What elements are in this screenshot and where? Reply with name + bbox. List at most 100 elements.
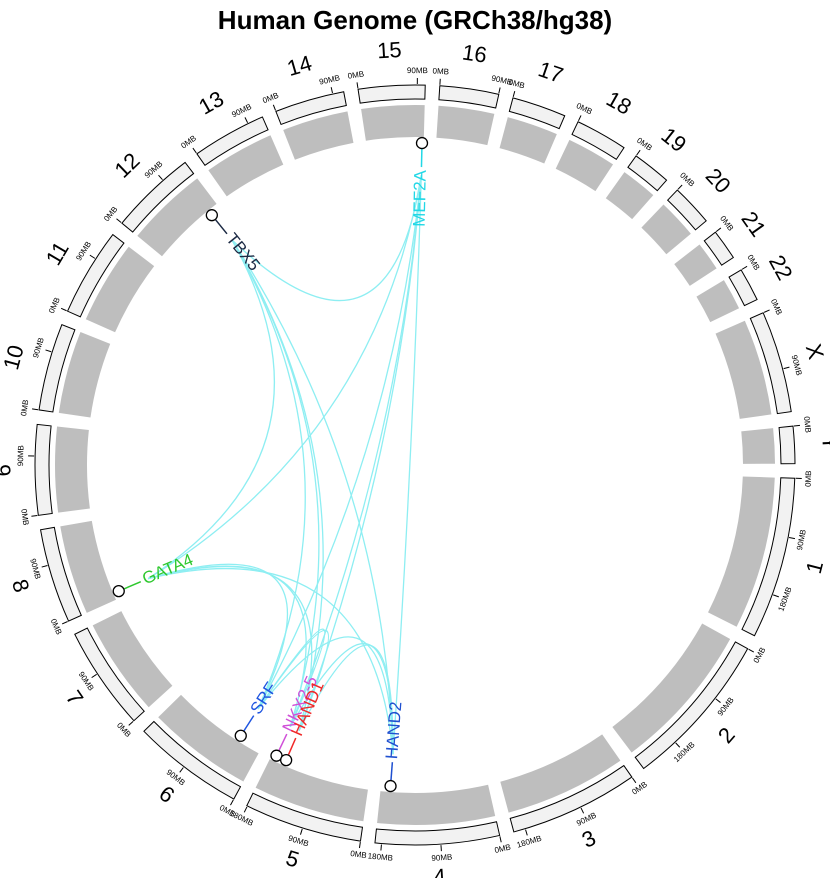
gene-point — [415, 136, 429, 150]
tick-mark — [580, 807, 585, 814]
tick-mark — [763, 309, 770, 313]
track — [499, 117, 557, 164]
chromosome-label: Y — [817, 435, 830, 451]
chromosome-label: 10 — [0, 342, 29, 372]
tick-mark — [788, 536, 796, 540]
link — [231, 239, 306, 710]
track — [674, 244, 717, 286]
tick-mark — [380, 844, 382, 851]
tick-mark — [91, 673, 97, 679]
tick-label: 0MB — [432, 66, 449, 76]
link — [147, 563, 289, 710]
track — [58, 332, 111, 418]
tick-label: 0MB — [635, 136, 654, 153]
link — [257, 629, 330, 732]
gene-point — [112, 584, 125, 598]
track — [741, 428, 775, 464]
gene-label: HAND2 — [382, 701, 405, 760]
tick-label: 0MB — [350, 849, 368, 860]
tick-mark — [60, 307, 67, 312]
link — [148, 567, 394, 755]
tick-label: 0MB — [802, 416, 813, 433]
tick-mark — [512, 90, 516, 98]
tick-mark — [677, 184, 683, 190]
chromosome-label: 9 — [0, 464, 15, 477]
tick-label: 0MB — [752, 646, 768, 665]
tick-mark — [32, 408, 39, 411]
tick-mark — [243, 806, 248, 813]
chromosome-label: 20 — [701, 163, 736, 198]
track — [85, 246, 155, 333]
track — [641, 204, 691, 255]
tick-label: 90MB — [407, 66, 428, 75]
tick-mark — [358, 841, 361, 849]
gene-point — [384, 779, 397, 793]
tick-mark — [715, 227, 722, 233]
tick-mark — [748, 648, 755, 653]
tick-mark — [45, 349, 52, 353]
tick-label: 0MB — [494, 842, 512, 854]
chromosome-label: 21 — [736, 207, 771, 241]
chromosome-label: 1 — [801, 558, 828, 576]
tick-label: 90MB — [31, 336, 46, 359]
tick-mark — [636, 149, 641, 156]
track — [92, 611, 173, 708]
tick-label: 180MB — [672, 740, 697, 764]
link — [257, 636, 394, 755]
tick-mark — [675, 742, 681, 748]
chart-title: Human Genome (GRCh38/hg38) — [218, 5, 612, 35]
track — [158, 694, 259, 782]
track — [283, 111, 354, 160]
tick-label: 90MB — [318, 73, 340, 86]
ideogram — [666, 189, 707, 231]
ideogram — [374, 821, 501, 846]
tick-label: 90MB — [230, 102, 253, 119]
tick-mark — [299, 828, 303, 835]
tick-mark — [330, 87, 333, 94]
link — [257, 175, 422, 710]
gene-label: TBX5 — [222, 229, 264, 274]
tick-mark — [773, 594, 779, 598]
ideogram — [571, 121, 625, 161]
ideogram — [438, 85, 500, 109]
ideogram — [509, 764, 633, 833]
ideogram — [703, 231, 735, 266]
gene-point — [234, 729, 247, 742]
ideogram — [778, 425, 796, 465]
track — [708, 476, 775, 627]
chromosome-label: 19 — [656, 122, 691, 157]
track — [60, 520, 116, 613]
gene-connector — [215, 219, 228, 235]
tick-mark — [128, 721, 134, 726]
gene-connector — [123, 581, 142, 590]
chromosome-label: 16 — [461, 39, 489, 67]
tick-mark — [715, 698, 721, 703]
chromosome-label: 11 — [41, 237, 74, 269]
gene-connector — [390, 762, 394, 781]
tick-label: 180MB — [516, 834, 543, 850]
ideogram — [634, 641, 749, 770]
gene-connector — [287, 737, 297, 755]
chromosome-label: 7 — [61, 686, 89, 710]
tick-label: 0MB — [804, 470, 814, 487]
tick-label: 0MB — [630, 780, 649, 797]
ideogram — [34, 423, 53, 516]
tick-mark — [632, 777, 637, 784]
tick-label: 0MB — [115, 721, 133, 739]
tick-mark — [272, 104, 276, 111]
tick-label: 0MB — [261, 91, 280, 105]
tick-label: 0MB — [769, 298, 784, 317]
ideogram — [728, 269, 758, 307]
ideogram — [196, 116, 269, 166]
track — [612, 623, 731, 753]
tick-label: 90MB — [431, 852, 452, 862]
chromosome-label: 6 — [154, 781, 179, 808]
ideogram — [66, 233, 125, 318]
tick-mark — [793, 424, 801, 427]
chromosome-label: 3 — [578, 825, 600, 853]
gene-connector — [278, 733, 288, 751]
tick-mark — [31, 514, 38, 517]
tick-label: 0MB — [49, 617, 64, 636]
tick-mark — [192, 147, 197, 154]
